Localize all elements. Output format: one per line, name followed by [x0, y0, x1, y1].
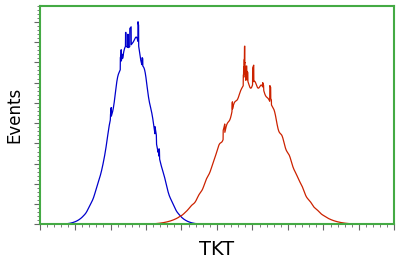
Y-axis label: Events: Events	[6, 87, 24, 143]
X-axis label: TKT: TKT	[200, 240, 234, 259]
